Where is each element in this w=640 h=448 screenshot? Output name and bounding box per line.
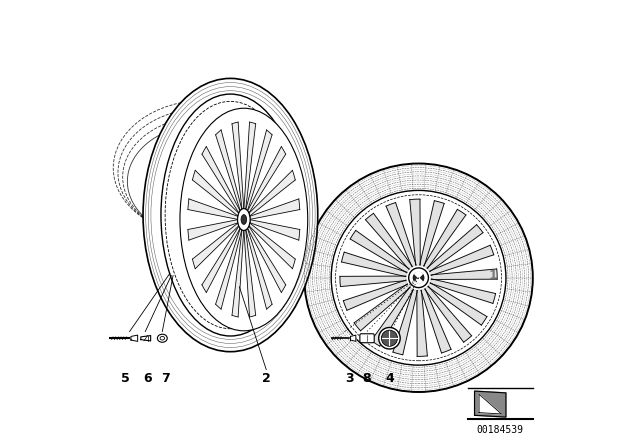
Text: 8: 8 <box>363 372 371 385</box>
Circle shape <box>379 327 400 349</box>
Text: 5: 5 <box>121 372 129 385</box>
Polygon shape <box>386 202 416 267</box>
Polygon shape <box>428 283 487 325</box>
Ellipse shape <box>180 108 308 331</box>
Ellipse shape <box>143 78 318 352</box>
Polygon shape <box>248 146 285 213</box>
Polygon shape <box>475 391 506 417</box>
Polygon shape <box>427 225 483 271</box>
Ellipse shape <box>241 215 246 224</box>
Polygon shape <box>431 269 497 280</box>
Polygon shape <box>415 272 422 278</box>
Polygon shape <box>410 199 420 265</box>
Polygon shape <box>232 122 244 209</box>
Polygon shape <box>250 220 300 240</box>
Ellipse shape <box>237 209 250 230</box>
Ellipse shape <box>237 209 250 230</box>
Polygon shape <box>371 287 413 346</box>
Ellipse shape <box>161 94 300 336</box>
Polygon shape <box>249 170 295 216</box>
Polygon shape <box>421 289 451 353</box>
Polygon shape <box>131 335 138 341</box>
Polygon shape <box>246 228 272 309</box>
Polygon shape <box>244 230 255 317</box>
Text: 2: 2 <box>262 372 271 385</box>
Polygon shape <box>425 286 472 342</box>
Polygon shape <box>365 213 412 269</box>
Circle shape <box>409 268 428 288</box>
Polygon shape <box>216 228 242 309</box>
Polygon shape <box>232 230 244 317</box>
Circle shape <box>332 190 506 365</box>
Polygon shape <box>202 146 240 213</box>
Polygon shape <box>354 284 410 331</box>
Text: 00184539: 00184539 <box>477 425 524 435</box>
Polygon shape <box>420 201 444 266</box>
Text: 7: 7 <box>161 372 170 385</box>
Polygon shape <box>246 130 272 211</box>
Polygon shape <box>188 199 237 220</box>
Polygon shape <box>188 220 237 240</box>
Circle shape <box>381 330 397 346</box>
Polygon shape <box>351 335 356 341</box>
Text: 3: 3 <box>345 372 353 385</box>
Text: 4: 4 <box>385 372 394 385</box>
Polygon shape <box>415 278 422 283</box>
Polygon shape <box>216 130 242 211</box>
Polygon shape <box>248 226 285 293</box>
Polygon shape <box>429 245 493 276</box>
Circle shape <box>413 272 424 283</box>
Ellipse shape <box>157 334 167 342</box>
Polygon shape <box>417 290 428 356</box>
Polygon shape <box>193 170 239 216</box>
Polygon shape <box>141 336 150 341</box>
Polygon shape <box>393 289 417 355</box>
Polygon shape <box>430 279 495 303</box>
Polygon shape <box>424 209 466 268</box>
Text: 6: 6 <box>143 372 152 385</box>
Polygon shape <box>250 199 300 220</box>
Circle shape <box>305 164 532 392</box>
Polygon shape <box>344 280 408 310</box>
FancyBboxPatch shape <box>360 334 374 343</box>
Text: 1: 1 <box>488 269 497 282</box>
Polygon shape <box>479 394 502 414</box>
Polygon shape <box>193 223 239 269</box>
Polygon shape <box>249 223 295 269</box>
Ellipse shape <box>241 215 246 224</box>
Polygon shape <box>202 226 240 293</box>
Polygon shape <box>350 230 410 273</box>
Polygon shape <box>244 122 255 209</box>
Ellipse shape <box>160 336 164 340</box>
Polygon shape <box>340 276 406 287</box>
Polygon shape <box>342 252 407 277</box>
